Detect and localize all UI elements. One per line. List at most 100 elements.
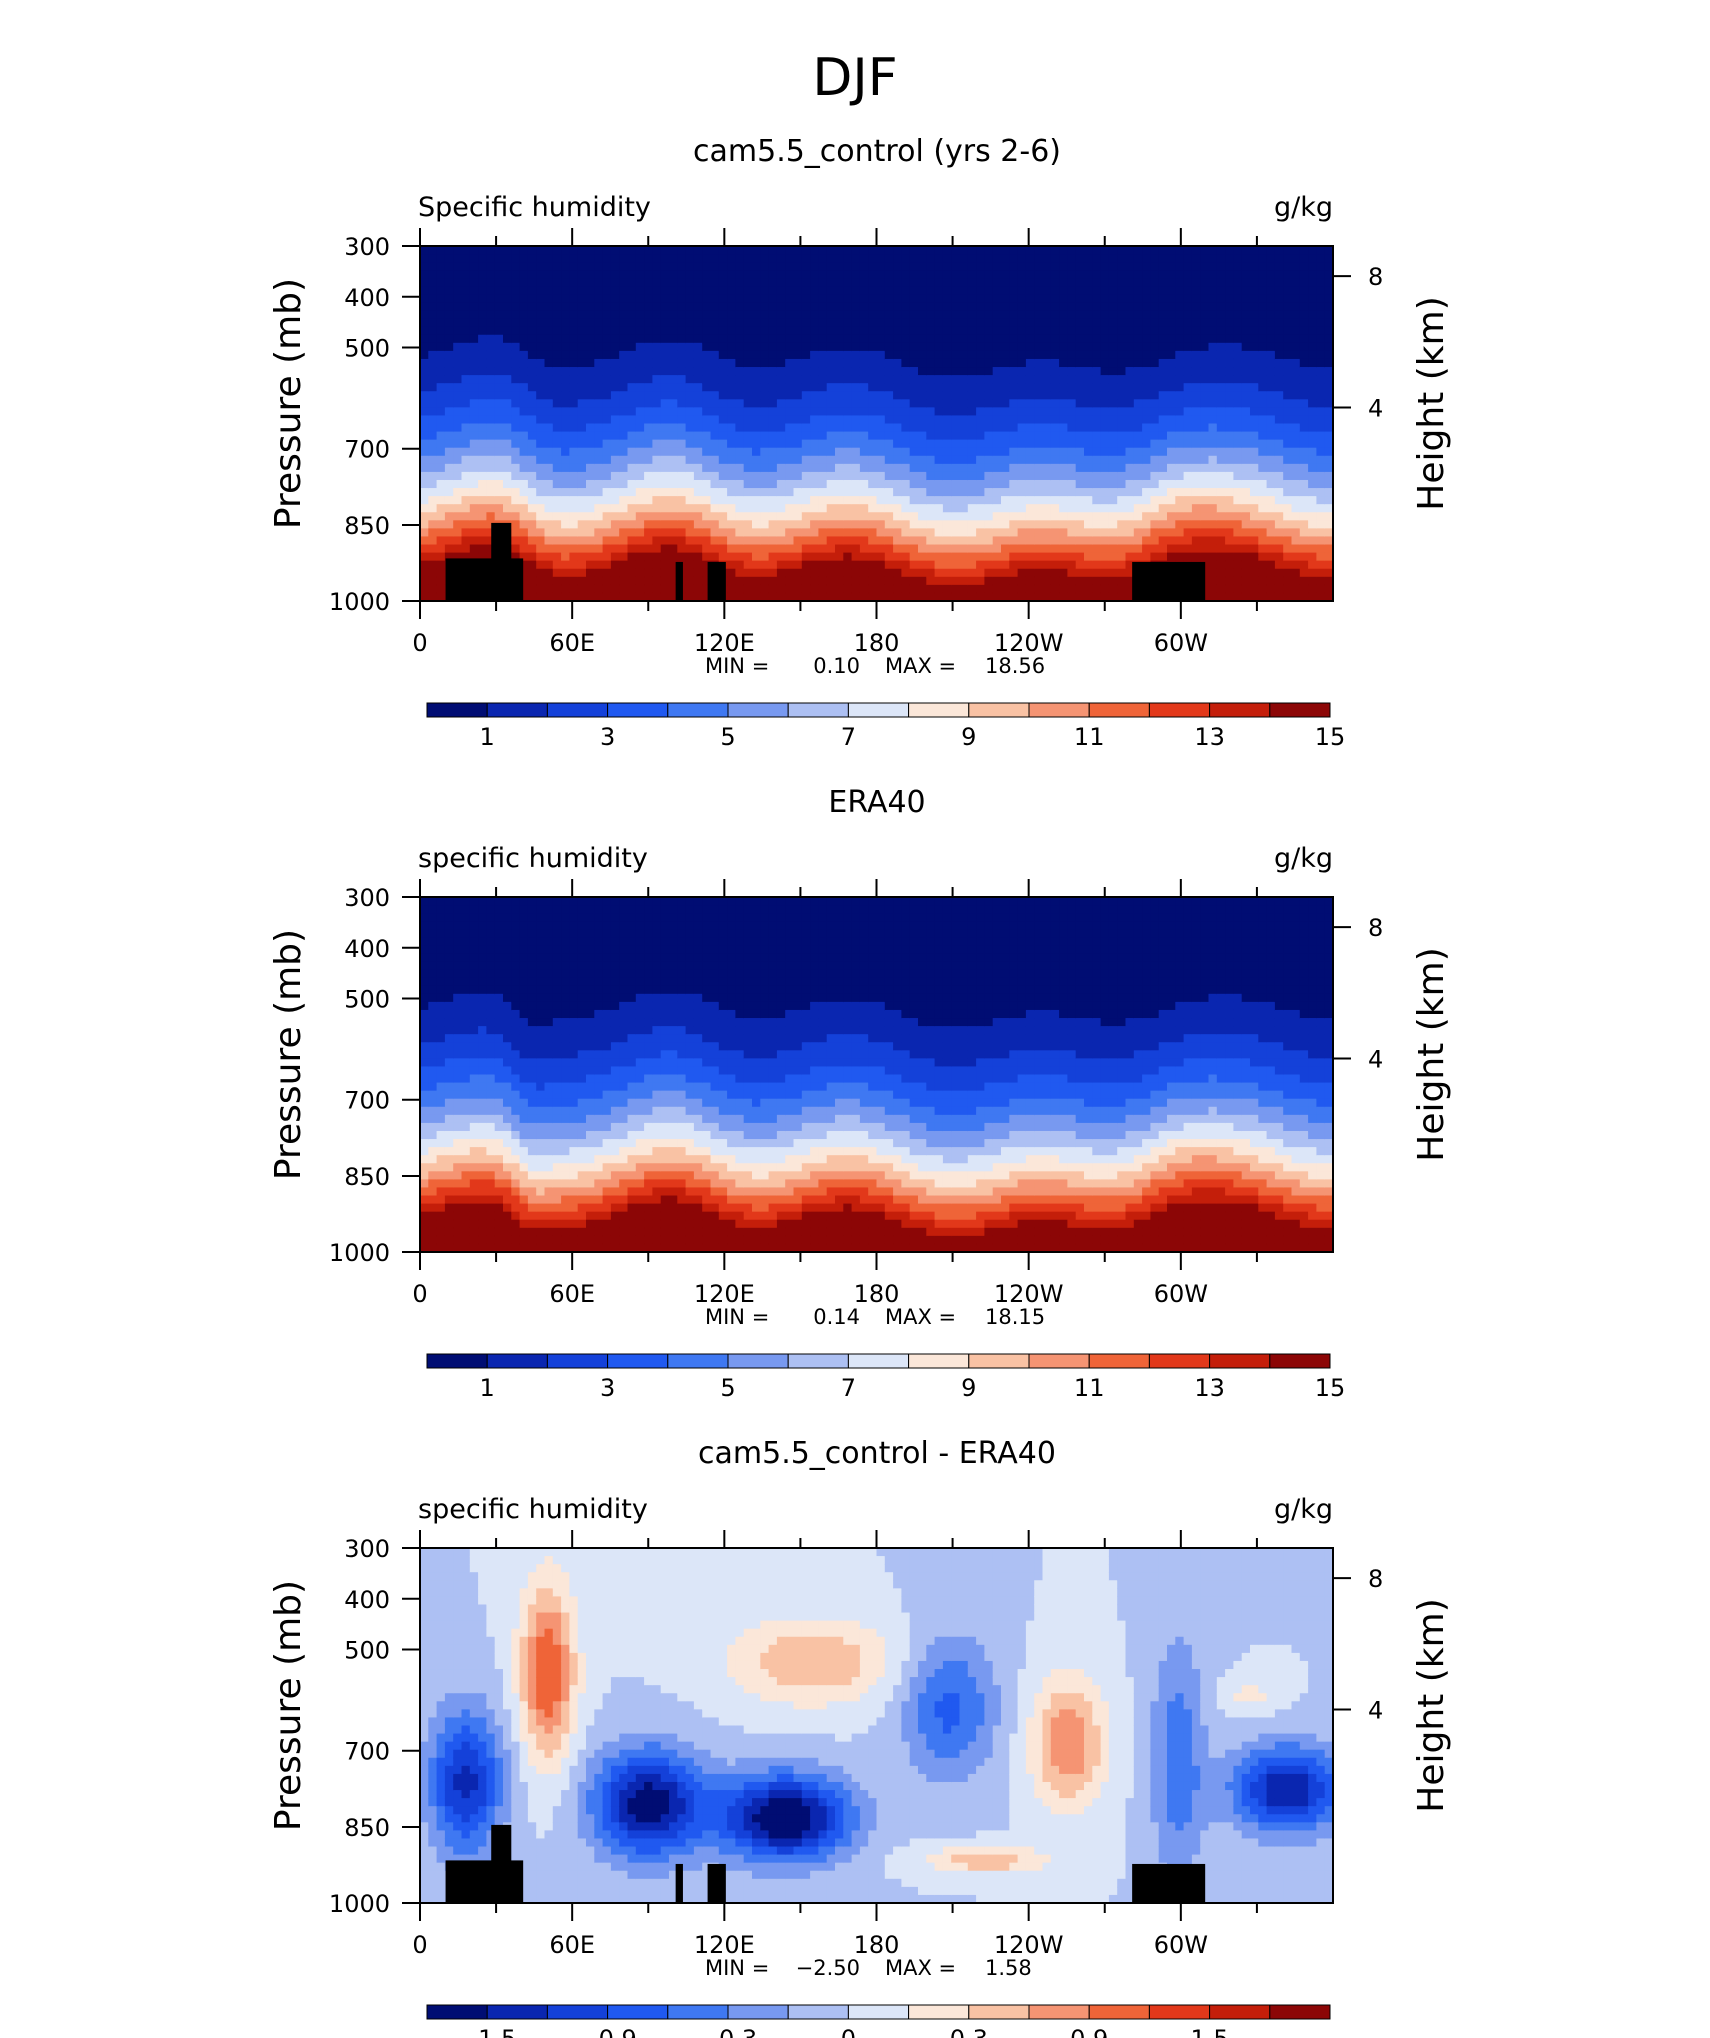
heatmap-cell bbox=[1117, 576, 1127, 586]
heatmap-cell bbox=[776, 399, 786, 408]
heatmap-cell bbox=[909, 399, 919, 408]
min-label: MIN = bbox=[705, 654, 769, 678]
heatmap-cell bbox=[859, 358, 869, 368]
heatmap-cell bbox=[801, 496, 811, 505]
heatmap-cell bbox=[1225, 375, 1234, 384]
heatmap-cell bbox=[428, 278, 438, 287]
heatmap-cell bbox=[660, 334, 670, 344]
heatmap-cell bbox=[669, 463, 678, 473]
heatmap-cell bbox=[503, 246, 512, 255]
heatmap-cell bbox=[768, 576, 778, 586]
heatmap-cell bbox=[1266, 520, 1276, 529]
heatmap-cell bbox=[503, 302, 512, 312]
heatmap-cell bbox=[503, 423, 512, 433]
heatmap-cells bbox=[420, 246, 1334, 602]
heatmap-cell bbox=[420, 504, 429, 513]
heatmap-cell bbox=[768, 407, 778, 417]
heatmap-cell bbox=[1200, 358, 1210, 368]
heatmap-cell bbox=[1001, 383, 1010, 392]
heatmap-cell bbox=[835, 383, 844, 392]
heatmap-cell bbox=[453, 278, 463, 287]
heatmap-cell bbox=[586, 423, 595, 433]
heatmap-cell bbox=[735, 254, 745, 263]
heatmap-cell bbox=[1108, 391, 1118, 400]
heatmap-cell bbox=[976, 246, 985, 255]
heatmap-cell bbox=[1067, 592, 1077, 602]
heatmap-cell bbox=[967, 455, 977, 465]
heatmap-cell bbox=[818, 399, 828, 408]
variable-label: specific humidity bbox=[418, 843, 648, 874]
heatmap-cell bbox=[677, 496, 687, 505]
heatmap-cell bbox=[1050, 488, 1060, 497]
heatmap-cell bbox=[768, 383, 778, 392]
heatmap-cell bbox=[785, 246, 795, 255]
heatmap-cell bbox=[444, 431, 454, 441]
heatmap-cell bbox=[1092, 334, 1102, 344]
heatmap-cell bbox=[1216, 270, 1226, 279]
heatmap-cell bbox=[1025, 367, 1035, 376]
heatmap-cell bbox=[1266, 552, 1276, 562]
heatmap-cell bbox=[503, 294, 512, 304]
heatmap-cell bbox=[776, 520, 786, 529]
heatmap-cell bbox=[743, 326, 753, 336]
heatmap-cell bbox=[693, 270, 703, 279]
heatmap-cell bbox=[1274, 367, 1284, 376]
heatmap-cell bbox=[1241, 342, 1251, 352]
heatmap-cell bbox=[868, 431, 878, 441]
heatmap-cell bbox=[760, 592, 770, 602]
heatmap-cell bbox=[669, 488, 678, 497]
heatmap-cell bbox=[693, 455, 703, 465]
heatmap-cell bbox=[1075, 528, 1085, 538]
heatmap-cell bbox=[1233, 294, 1243, 304]
heatmap-cell bbox=[1250, 415, 1259, 425]
heatmap-cell bbox=[494, 310, 504, 320]
heatmap-cell bbox=[1117, 512, 1127, 521]
heatmap-cell bbox=[602, 383, 612, 392]
heatmap-cell bbox=[1025, 504, 1035, 513]
heatmap-cell bbox=[1216, 431, 1226, 441]
heatmap-cell bbox=[1308, 318, 1317, 328]
heatmap-cell bbox=[1142, 496, 1151, 505]
heatmap-cell bbox=[444, 399, 454, 408]
heatmap-cell bbox=[785, 479, 795, 489]
heatmap-cell bbox=[868, 520, 878, 529]
heatmap-cell bbox=[693, 318, 703, 328]
heatmap-cell bbox=[776, 471, 786, 481]
heatmap-cell bbox=[486, 310, 496, 320]
heatmap-cell bbox=[1117, 383, 1127, 392]
heatmap-cell bbox=[909, 552, 919, 562]
heatmap-cell bbox=[918, 528, 927, 538]
heatmap-cell bbox=[561, 447, 570, 457]
heatmap-cell bbox=[436, 399, 446, 408]
heatmap-cell bbox=[1274, 528, 1284, 538]
heatmap-cell bbox=[569, 286, 579, 296]
heatmap-cell bbox=[461, 455, 471, 465]
heatmap-cell bbox=[627, 512, 637, 521]
heatmap-cell bbox=[735, 286, 745, 296]
heatmap-cell bbox=[801, 246, 811, 255]
heatmap-cell bbox=[552, 399, 562, 408]
heatmap-cell bbox=[685, 358, 695, 368]
heatmap-cell bbox=[1183, 407, 1193, 417]
x-tick-label: 0 bbox=[412, 629, 427, 657]
heatmap-cell bbox=[1017, 520, 1027, 529]
heatmap-cell bbox=[469, 496, 479, 505]
heatmap-cell bbox=[967, 512, 977, 521]
heatmap-cell bbox=[1274, 560, 1284, 570]
heatmap-cell bbox=[1175, 399, 1185, 408]
heatmap-cell bbox=[1034, 439, 1044, 449]
heatmap-cell bbox=[420, 929, 429, 938]
heatmap-cell bbox=[1042, 576, 1052, 586]
heatmap-cell bbox=[644, 447, 653, 457]
heatmap-cell bbox=[685, 560, 695, 570]
heatmap-cell bbox=[1233, 302, 1243, 312]
heatmap-cell bbox=[469, 399, 479, 408]
heatmap-cell bbox=[469, 471, 479, 481]
heatmap-cell bbox=[594, 350, 604, 360]
heatmap-cell bbox=[835, 407, 844, 417]
heatmap-cell bbox=[1283, 431, 1293, 441]
heatmap-cell bbox=[586, 399, 595, 408]
heatmap-cell bbox=[561, 544, 570, 554]
heatmap-cell bbox=[1084, 431, 1093, 441]
heatmap-cell bbox=[868, 423, 878, 433]
